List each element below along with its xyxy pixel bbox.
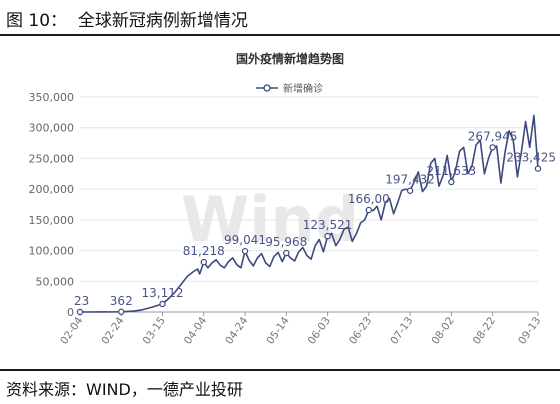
data-label: 13,112 <box>142 286 184 300</box>
x-tick-label: 02-24 <box>99 315 127 347</box>
y-tick-label: 300,000 <box>29 122 75 135</box>
data-label: 197,432 <box>385 173 435 187</box>
gridlines <box>80 96 538 282</box>
figure-header: 图 10： 全球新冠病例新增情况 <box>0 0 560 34</box>
x-tick-label: 04-04 <box>182 315 210 347</box>
data-label: 211,633 <box>427 164 477 178</box>
x-tick-label: 08-22 <box>471 315 498 347</box>
data-label: 166,00 <box>348 192 390 206</box>
source-note: 资料来源：WIND，一德产业投研 <box>6 380 243 399</box>
data-point-marker <box>324 232 331 240</box>
series-line <box>79 114 539 313</box>
y-tick-label: 0 <box>67 306 74 319</box>
x-tick-label: 07-13 <box>388 315 415 347</box>
x-tick-label: 04-24 <box>223 315 251 347</box>
data-point-marker <box>534 165 542 172</box>
y-tick-label: 250,000 <box>29 152 75 165</box>
data-point-marker <box>200 258 207 266</box>
data-label: 95,968 <box>265 235 307 249</box>
legend: 新增确诊 <box>256 82 323 95</box>
x-tick-label: 06-03 <box>306 315 333 347</box>
data-label: 123,521 <box>303 218 353 232</box>
data-point-marker <box>159 300 166 308</box>
data-point-marker <box>76 308 84 316</box>
x-tick-label: 05-14 <box>264 315 292 347</box>
y-tick-label: 200,000 <box>29 183 75 196</box>
x-axis: 02-04 02-24 03-15 04-04 04-24 05-14 06-03 06-23… <box>58 311 543 347</box>
data-label: 233,425 <box>506 151 556 165</box>
data-label: 23 <box>74 294 89 308</box>
x-tick-label: 06-23 <box>347 315 374 347</box>
figure-caption: 图 10： 全球新冠病例新增情况 <box>6 6 248 31</box>
y-tick-label: 350,000 <box>29 91 75 104</box>
chart-title: 国外疫情新增趋势图 <box>236 51 344 66</box>
data-label: 267,945 <box>468 129 518 143</box>
data-point-marker <box>489 144 496 151</box>
legend-marker <box>263 84 271 92</box>
y-tick-label: 150,000 <box>29 214 75 227</box>
y-axis: 0 50,000 100,000 150,000 200,000 250,000 300,0… <box>29 91 75 319</box>
data-point-marker <box>283 249 290 257</box>
x-tick-label: 03-15 <box>141 315 168 347</box>
y-tick-label: 50,000 <box>36 275 75 288</box>
legend-label: 新增确诊 <box>283 82 323 95</box>
data-point-marker <box>241 247 249 255</box>
figure-number: 图 10： <box>6 11 68 31</box>
data-point-marker <box>118 308 125 315</box>
data-point-marker <box>448 178 455 186</box>
x-tick-label: 08-02 <box>429 315 456 347</box>
figure-title: 全球新冠病例新增情况 <box>77 11 248 31</box>
y-tick-label: 100,000 <box>29 245 75 258</box>
data-point-marker <box>406 187 414 194</box>
line-chart: Wind 国外疫情新增趋势图 新增确诊 050,000100,000150,00… <box>29 51 557 347</box>
data-label: 362 <box>110 294 133 308</box>
data-point-marker <box>365 206 373 214</box>
x-tick-label: 09-13 <box>516 315 543 347</box>
top-rule <box>0 34 560 36</box>
data-label: 99,041 <box>224 233 266 247</box>
bottom-rule <box>0 369 560 371</box>
x-tick-label: 02-04 <box>58 315 86 347</box>
data-label: 81,218 <box>183 244 225 258</box>
